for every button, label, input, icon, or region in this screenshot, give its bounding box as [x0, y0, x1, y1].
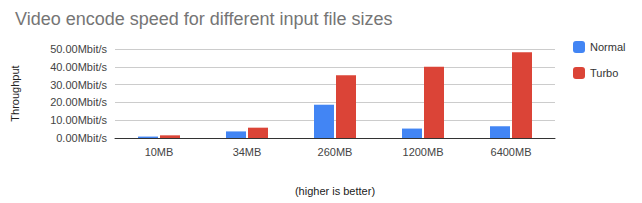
svg-text:10.00Mbit/s: 10.00Mbit/s — [50, 114, 107, 126]
svg-text:50.00Mbit/s: 50.00Mbit/s — [50, 43, 107, 55]
svg-text:Turbo: Turbo — [590, 67, 618, 79]
svg-text:34MB: 34MB — [233, 146, 262, 158]
svg-text:Normal: Normal — [590, 41, 625, 53]
svg-text:Video encode speed for differe: Video encode speed for different input f… — [15, 9, 393, 29]
svg-text:20.00Mbit/s: 20.00Mbit/s — [50, 96, 107, 108]
svg-text:6400MB: 6400MB — [491, 146, 532, 158]
svg-text:260MB: 260MB — [318, 146, 353, 158]
svg-text:1200MB: 1200MB — [403, 146, 444, 158]
svg-text:40.00Mbit/s: 40.00Mbit/s — [50, 61, 107, 73]
svg-text:Throughput: Throughput — [9, 65, 21, 121]
svg-text:(higher is better): (higher is better) — [295, 185, 375, 197]
svg-text:0.00Mbit/s: 0.00Mbit/s — [56, 132, 107, 144]
svg-text:10MB: 10MB — [145, 146, 174, 158]
svg-text:30.00Mbit/s: 30.00Mbit/s — [50, 79, 107, 91]
